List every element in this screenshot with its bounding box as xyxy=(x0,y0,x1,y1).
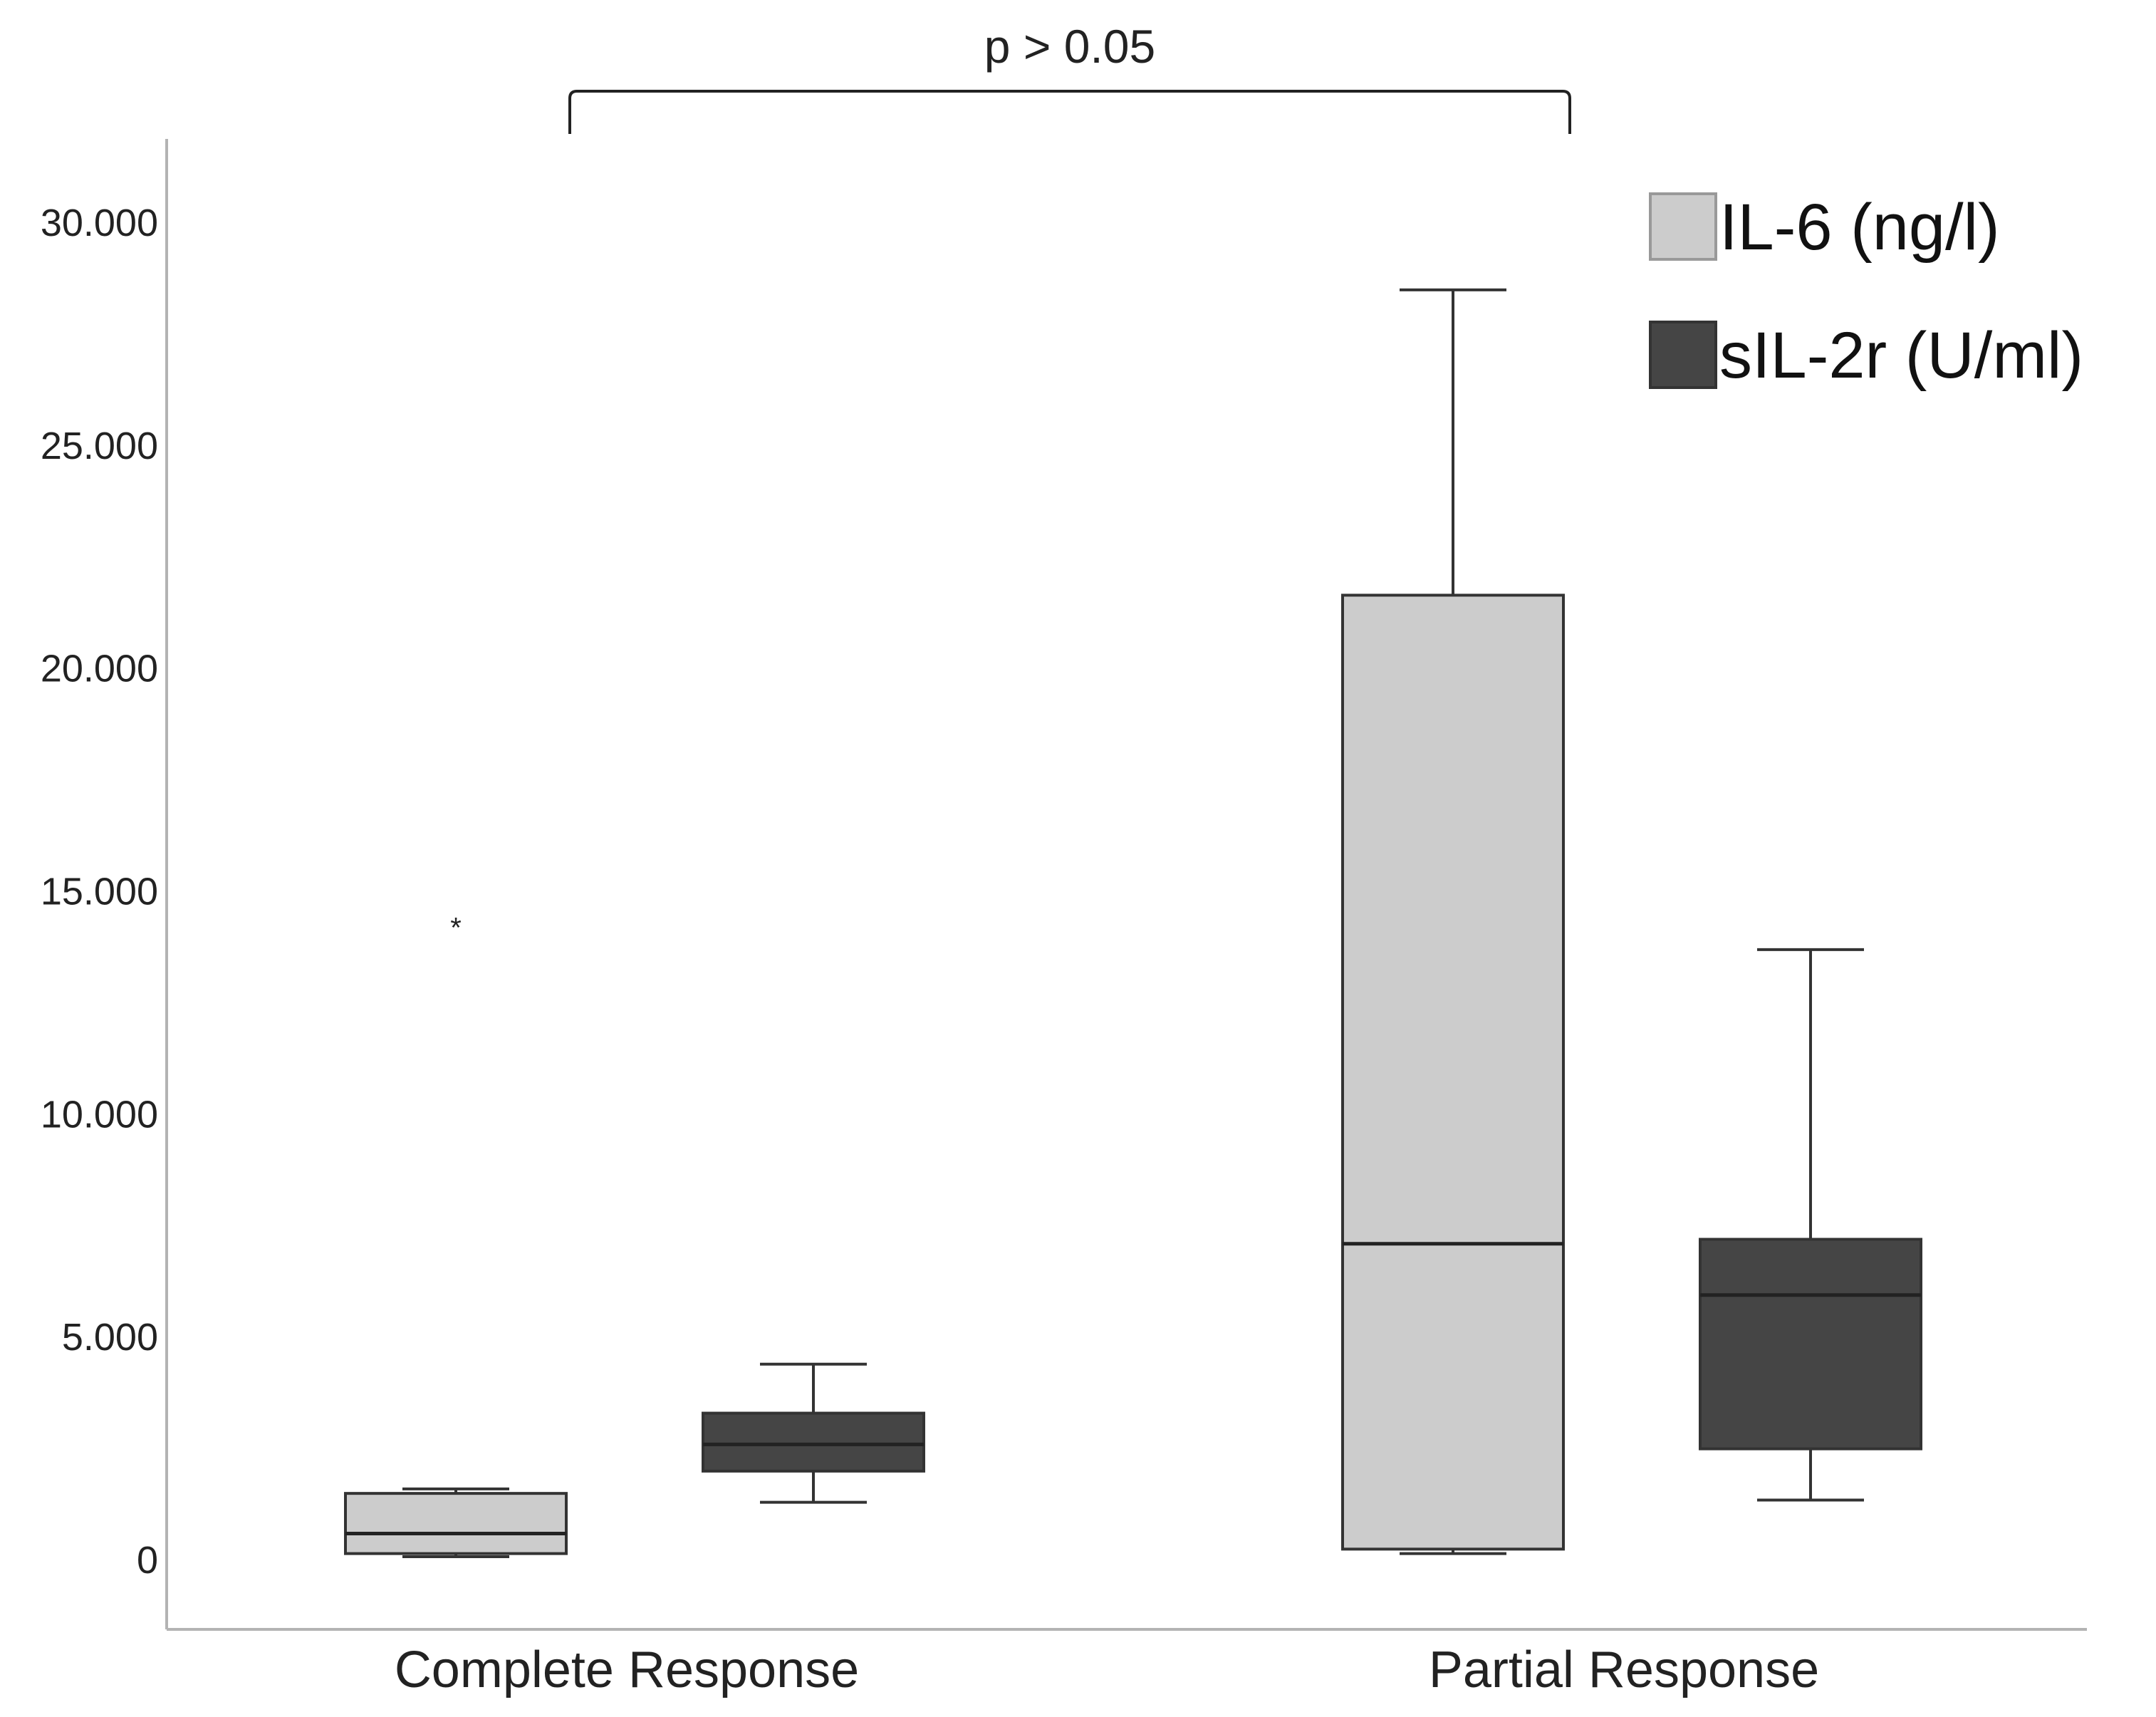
y-tick-label: 10.000 xyxy=(41,1093,158,1136)
significance-annotation: p > 0.05 xyxy=(568,20,1571,134)
iqr-box xyxy=(344,1492,568,1555)
y-tick-label: 20.000 xyxy=(41,648,158,690)
outlier-marker: * xyxy=(450,913,462,944)
axes: 0 5.000 10.000 15.000 20.000 25.000 30.000 Comp… xyxy=(41,139,2087,1698)
y-tick-label: 30.000 xyxy=(41,202,158,244)
significance-bracket xyxy=(568,90,1571,134)
legend-swatch xyxy=(1649,321,1717,389)
y-tick-label: 0 xyxy=(137,1539,158,1582)
box-plot: * xyxy=(344,913,568,1558)
box-plot xyxy=(1699,948,1922,1502)
legend-item: IL-6 (ng/l) xyxy=(1649,191,2000,264)
iqr-box xyxy=(1699,1238,1922,1451)
x-category-label: Complete Response xyxy=(395,1641,859,1698)
y-tick-label: 15.000 xyxy=(41,871,158,913)
box-plot xyxy=(702,1362,925,1504)
box-plot xyxy=(1341,288,1565,1555)
iqr-box xyxy=(1341,593,1565,1551)
legend: IL-6 (ng/l) sIL-2r (U/ml) xyxy=(1649,191,2083,392)
p-value-label: p > 0.05 xyxy=(984,20,1155,73)
legend-label: IL-6 (ng/l) xyxy=(1719,191,2000,264)
legend-item: sIL-2r (U/ml) xyxy=(1649,319,2083,392)
legend-label: sIL-2r (U/ml) xyxy=(1719,319,2083,392)
x-category-label: Partial Response xyxy=(1429,1641,1819,1698)
y-tick-label: 25.000 xyxy=(41,425,158,467)
y-tick-label: 5.000 xyxy=(62,1316,158,1359)
legend-swatch xyxy=(1649,192,1717,261)
box-plots: * xyxy=(344,288,1922,1558)
iqr-box xyxy=(702,1411,925,1473)
